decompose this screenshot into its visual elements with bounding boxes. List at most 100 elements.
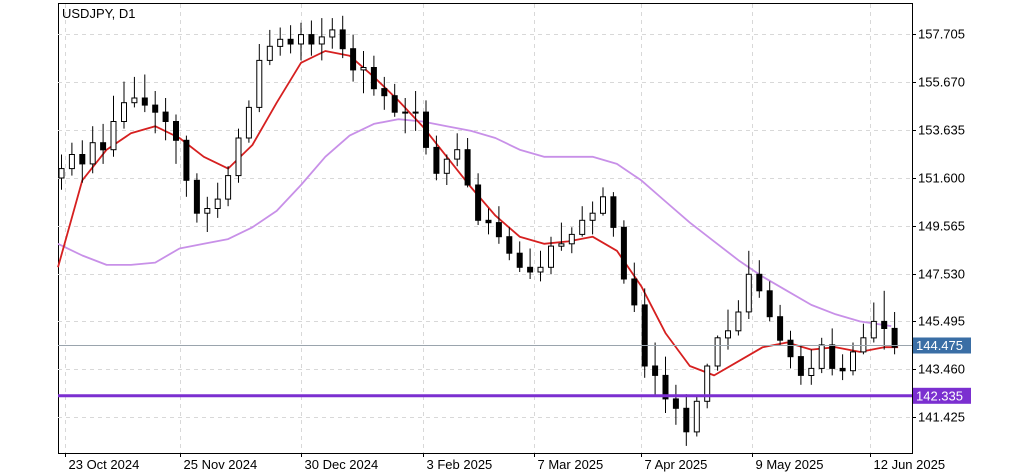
candle-body [850,351,856,372]
candle-body [454,149,461,160]
candle-body [391,95,398,113]
candle-body [68,154,75,170]
candle-body [652,365,659,376]
candle-body [797,356,804,376]
fast-moving-average [57,50,899,377]
candle-body [235,137,242,177]
x-tick-label: 7 Apr 2025 [645,457,708,472]
candle-body [600,196,606,214]
candle-body [173,121,179,141]
support-level-badge [913,387,971,404]
candle-body [89,142,96,165]
candle-body [214,198,221,210]
candle-body [537,266,544,273]
candle-body [766,290,773,318]
candle-body [641,304,648,367]
candle-body [131,97,138,104]
candle-body [110,121,117,151]
candle-body [672,398,679,409]
candle-body [693,400,700,433]
candle-body [464,149,471,186]
candle-body [745,273,752,313]
candle-body [350,48,357,71]
candle-body [121,102,127,122]
candle-body [339,29,346,50]
candle-body [443,158,450,174]
slow-moving-average [57,118,892,327]
y-tick-label: 157.705 [918,27,965,42]
candle-body [141,97,148,106]
candle-body [183,139,190,181]
candle-body [787,339,794,358]
candle-body [287,38,294,45]
candle-body [860,337,867,353]
candle-body [683,407,690,433]
candle-body [329,29,336,38]
x-axis-ticks: 23 Oct 2024 25 Nov 2024 30 Dec 2024 3 Feb 2… [65,453,946,472]
candle-body [162,111,169,122]
x-tick-label: 12 Jun 2025 [874,457,946,472]
candle-body [881,320,888,329]
slow-ma-line [57,118,892,327]
x-tick-label: 25 Nov 2024 [184,457,258,472]
candle-body [381,88,388,97]
y-axis-ticks: 157.705 155.670 153.635 151.600 149.565 147.5… [912,27,965,425]
candle-body [308,34,315,45]
y-tick-label: 151.600 [918,171,965,186]
candle-body [266,45,273,61]
y-tick-label: 145.495 [918,314,965,329]
candlestick-series [58,15,898,446]
candle-body [568,233,575,245]
candle-body [256,59,263,108]
candle-body [589,212,596,221]
x-tick-label: 3 Feb 2025 [427,457,493,472]
y-tick-label: 143.460 [918,362,965,377]
candle-body [58,168,65,179]
candle-body [704,365,711,402]
x-tick-label: 9 May 2025 [756,457,824,472]
candle-body [839,367,846,372]
candle-body [891,327,898,348]
candle-body [277,38,284,47]
candle-body [662,374,669,400]
candle-body [527,266,534,273]
candle-body [298,34,304,45]
candle-body [620,226,627,280]
candle-body [506,236,513,254]
candle-body [756,273,763,292]
y-tick-label: 155.670 [918,75,965,90]
candle-body [370,67,377,90]
candle-body [433,146,440,174]
candle-body [204,208,211,214]
candle-body [193,179,200,214]
candle-body [558,243,565,247]
candle-body [516,252,523,268]
y-tick-label: 149.565 [918,219,965,234]
candle-body [631,278,638,306]
x-tick-label: 23 Oct 2024 [69,457,140,472]
x-tick-label: 30 Dec 2024 [305,457,379,472]
current-price-badge [913,337,971,354]
y-tick-label: 153.635 [918,123,965,138]
grid-lines [58,4,912,453]
candle-body [412,111,419,114]
candle-body [548,245,554,268]
symbol-label: USDJPY, D1 [62,6,135,21]
plot-frame [58,3,913,454]
candle-body [360,67,367,71]
candle-body [714,337,721,367]
candle-body [870,320,877,339]
support-level-label: 142.335 [916,388,963,403]
candle-body [485,219,492,224]
candle-body [152,104,159,113]
candle-body [579,219,586,235]
candle-body [402,111,409,114]
y-tick-label: 141.425 [918,410,965,425]
candle-body [423,111,429,148]
candle-body [777,316,784,341]
candle-body [610,196,617,228]
candle-body [318,36,325,45]
candle-body [245,106,252,139]
y-tick-label: 147.530 [918,267,965,282]
